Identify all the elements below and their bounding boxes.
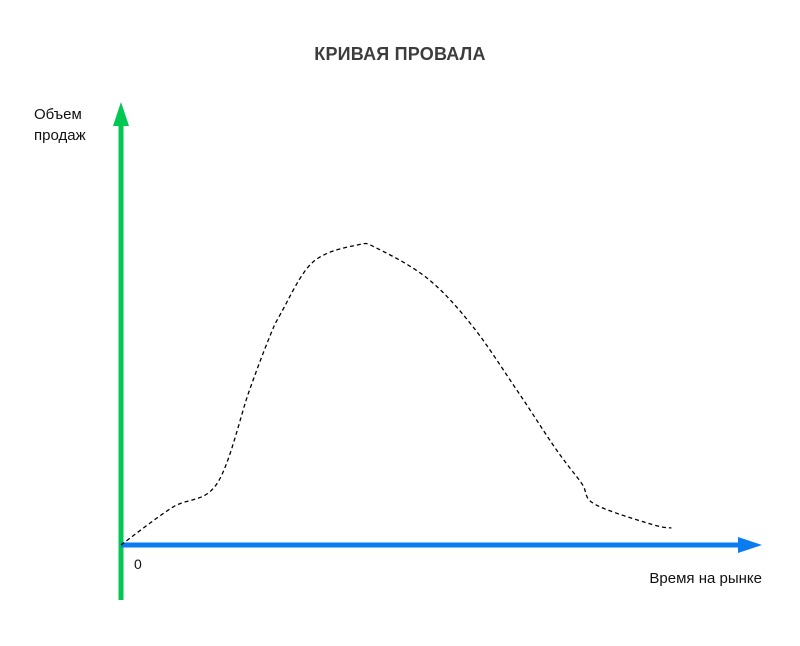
origin-label: 0 <box>134 556 142 572</box>
y-axis-arrowhead <box>113 102 129 126</box>
y-axis-label: Объем продаж <box>34 104 86 146</box>
y-axis-label-line-1: Объем <box>34 106 82 123</box>
y-axis-label-line-2: продаж <box>34 127 86 144</box>
x-axis-arrowhead <box>738 537 762 553</box>
x-axis-label: Время на рынке <box>649 570 762 587</box>
series-line-0 <box>120 242 672 546</box>
series-layer <box>120 242 672 546</box>
chart-title: КРИВАЯ ПРОВАЛА <box>314 44 486 64</box>
